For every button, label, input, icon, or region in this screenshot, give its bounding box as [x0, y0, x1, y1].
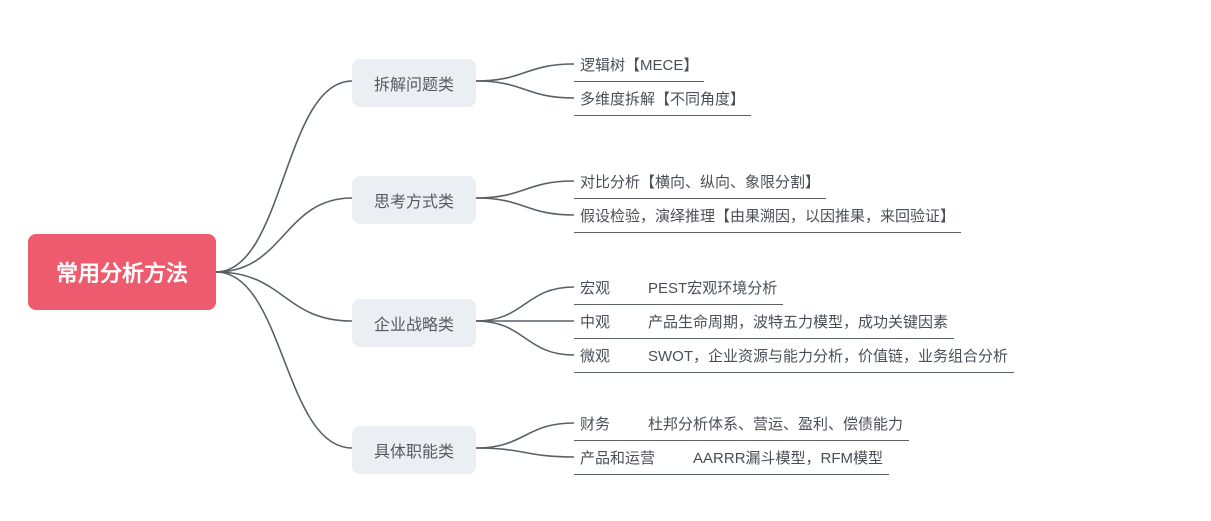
leaf-key: 宏观 [580, 277, 610, 298]
leaf-hypothesis: 假设检验，演绎推理【由果溯因，以因推果，来回验证】 [574, 201, 961, 233]
leaf-key: 中观 [580, 311, 610, 332]
category-node-thinking-methods: 思考方式类 [352, 176, 476, 224]
leaf-micro: 微观 SWOT，企业资源与能力分析，价值链，业务组合分析 [574, 341, 1014, 373]
leaf-value: PEST宏观环境分析 [648, 277, 777, 298]
leaf-value: SWOT，企业资源与能力分析，价值链，业务组合分析 [648, 345, 1008, 366]
mindmap-canvas: 常用分析方法 拆解问题类 思考方式类 企业战略类 具体职能类 逻辑树【MECE】… [0, 0, 1211, 521]
leaf-logic-tree: 逻辑树【MECE】 [574, 50, 704, 82]
leaf-key: 财务 [580, 413, 610, 434]
leaf-multidimensional: 多维度拆解【不同角度】 [574, 84, 751, 116]
category-node-enterprise-strategy: 企业战略类 [352, 299, 476, 347]
leaf-value: 产品生命周期，波特五力模型，成功关键因素 [648, 311, 948, 332]
leaf-finance: 财务 杜邦分析体系、营运、盈利、偿债能力 [574, 409, 909, 441]
leaf-meso: 中观 产品生命周期，波特五力模型，成功关键因素 [574, 307, 954, 339]
leaf-macro: 宏观 PEST宏观环境分析 [574, 273, 783, 305]
category-node-problem-decomposition: 拆解问题类 [352, 59, 476, 107]
leaf-value: 杜邦分析体系、营运、盈利、偿债能力 [648, 413, 903, 434]
leaf-value: AARRR漏斗模型，RFM模型 [693, 447, 883, 468]
leaf-product-ops: 产品和运营 AARRR漏斗模型，RFM模型 [574, 443, 889, 475]
category-node-functional: 具体职能类 [352, 426, 476, 474]
leaf-comparison: 对比分析【横向、纵向、象限分割】 [574, 167, 826, 199]
root-node: 常用分析方法 [28, 234, 216, 310]
leaf-key: 产品和运营 [580, 447, 655, 468]
leaf-key: 微观 [580, 345, 610, 366]
